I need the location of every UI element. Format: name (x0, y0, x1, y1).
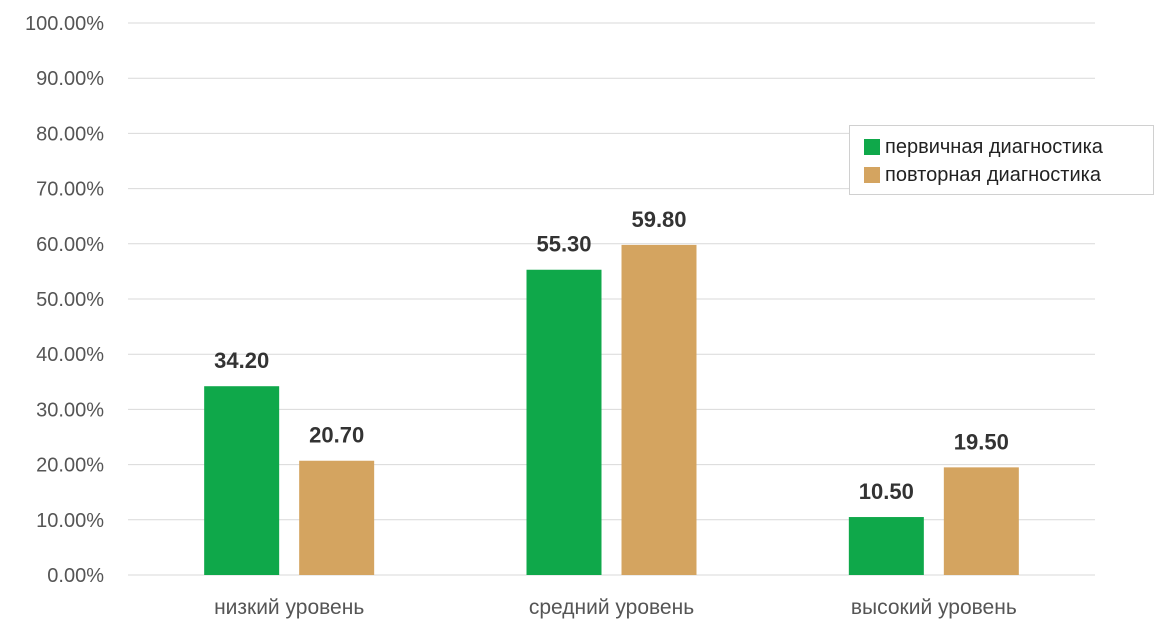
bar-repeat (299, 460, 375, 575)
y-tick-label: 90.00% (36, 68, 104, 90)
y-tick-label: 100.00% (25, 13, 104, 35)
y-tick-label: 10.00% (36, 510, 104, 532)
data-label: 19.50 (954, 429, 1009, 454)
data-label: 10.50 (859, 479, 914, 504)
y-tick-label: 30.00% (36, 399, 104, 421)
bars (204, 244, 1019, 576)
data-label: 20.70 (309, 423, 364, 448)
legend-swatch-primary (864, 139, 880, 155)
gridlines (128, 22, 1095, 576)
legend-label-primary: первичная диагностика (885, 135, 1103, 158)
data-label: 59.80 (631, 207, 686, 232)
bar-repeat (621, 244, 697, 576)
y-tick-label: 20.00% (36, 455, 104, 477)
bar-primary (848, 517, 924, 575)
data-labels: 34.20 20.70 55.30 59.80 10.50 19.50 (214, 207, 1009, 504)
y-tick-label: 40.00% (36, 344, 104, 366)
legend-swatch-repeat (864, 167, 880, 183)
y-tick-label: 50.00% (36, 289, 104, 311)
x-axis-ticks: низкий уровень средний уровень высокий уро… (214, 596, 1017, 619)
x-tick-label: высокий уровень (851, 596, 1017, 619)
bar-primary (526, 269, 602, 575)
data-label: 55.30 (536, 232, 591, 257)
x-tick-label: средний уровень (529, 596, 694, 619)
data-label: 34.20 (214, 348, 269, 373)
legend-item-repeat: повторная диагностика (864, 162, 1101, 188)
y-tick-label: 0.00% (47, 565, 104, 587)
bar-repeat (943, 467, 1019, 575)
bar-primary (204, 386, 280, 575)
y-tick-label: 80.00% (36, 123, 104, 145)
legend-label-repeat: повторная диагностика (885, 163, 1101, 186)
legend-item-primary: первичная диагностика (864, 134, 1103, 160)
y-axis-ticks: 0.00% 10.00% 20.00% 30.00% 40.00% 50.00% 60.00… (25, 13, 104, 587)
y-tick-label: 60.00% (36, 234, 104, 256)
legend: первичная диагностика повторная диагност… (849, 125, 1154, 195)
x-tick-label: низкий уровень (214, 596, 364, 619)
y-tick-label: 70.00% (36, 179, 104, 201)
